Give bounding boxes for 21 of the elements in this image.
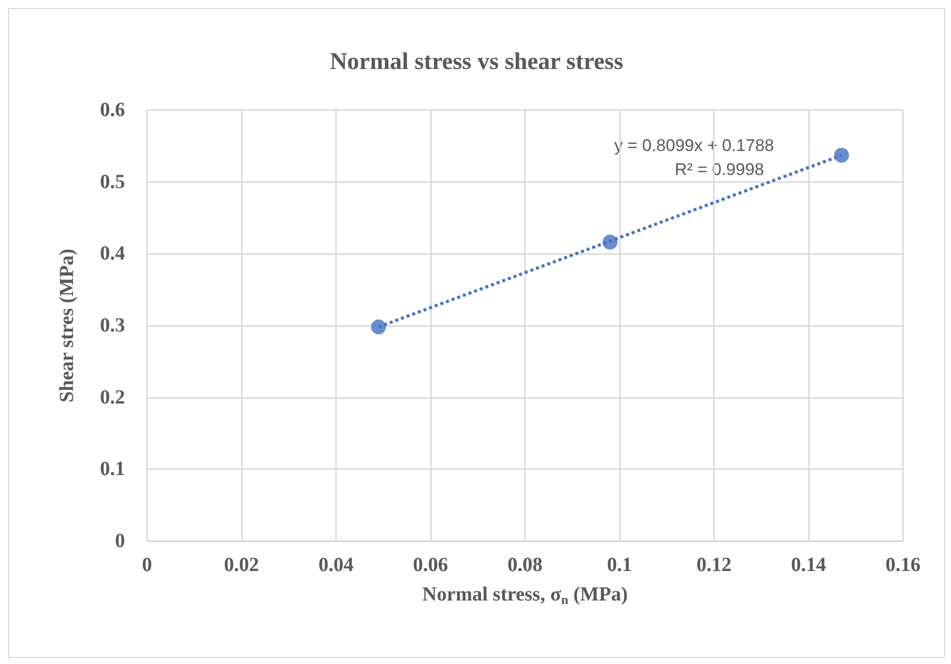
x-tick-label: 0.06 bbox=[413, 554, 448, 576]
annotation: R² = 0.9998 bbox=[674, 160, 764, 179]
point bbox=[371, 319, 386, 334]
x-tick-label: 0.02 bbox=[224, 554, 259, 576]
point bbox=[834, 148, 850, 163]
chart-title: Normal stress vs shear stress bbox=[330, 49, 624, 75]
x-tick-label: 0.16 bbox=[886, 554, 920, 576]
x-tick-label: 0 bbox=[142, 554, 152, 576]
y-axis-title: Shear stres (MPa) bbox=[56, 248, 78, 402]
y-tick-label: 0.3 bbox=[100, 314, 125, 336]
y-tick-label: 0.6 bbox=[100, 99, 125, 121]
x-tick-label: 0.1 bbox=[607, 554, 632, 576]
y-tick-label: 0.2 bbox=[100, 386, 125, 408]
x-tick-label: 0.04 bbox=[318, 554, 354, 576]
y-tick-label: 0.4 bbox=[100, 242, 125, 265]
x-tick-label: 0.14 bbox=[791, 554, 826, 576]
x-tick-label: 0.12 bbox=[696, 554, 732, 576]
y-tick-label: 0.1 bbox=[100, 458, 125, 480]
y-tick-label: 0 bbox=[115, 530, 125, 552]
x-tick-label: 0.08 bbox=[508, 554, 542, 576]
y-tick-label: 0.5 bbox=[100, 170, 125, 193]
